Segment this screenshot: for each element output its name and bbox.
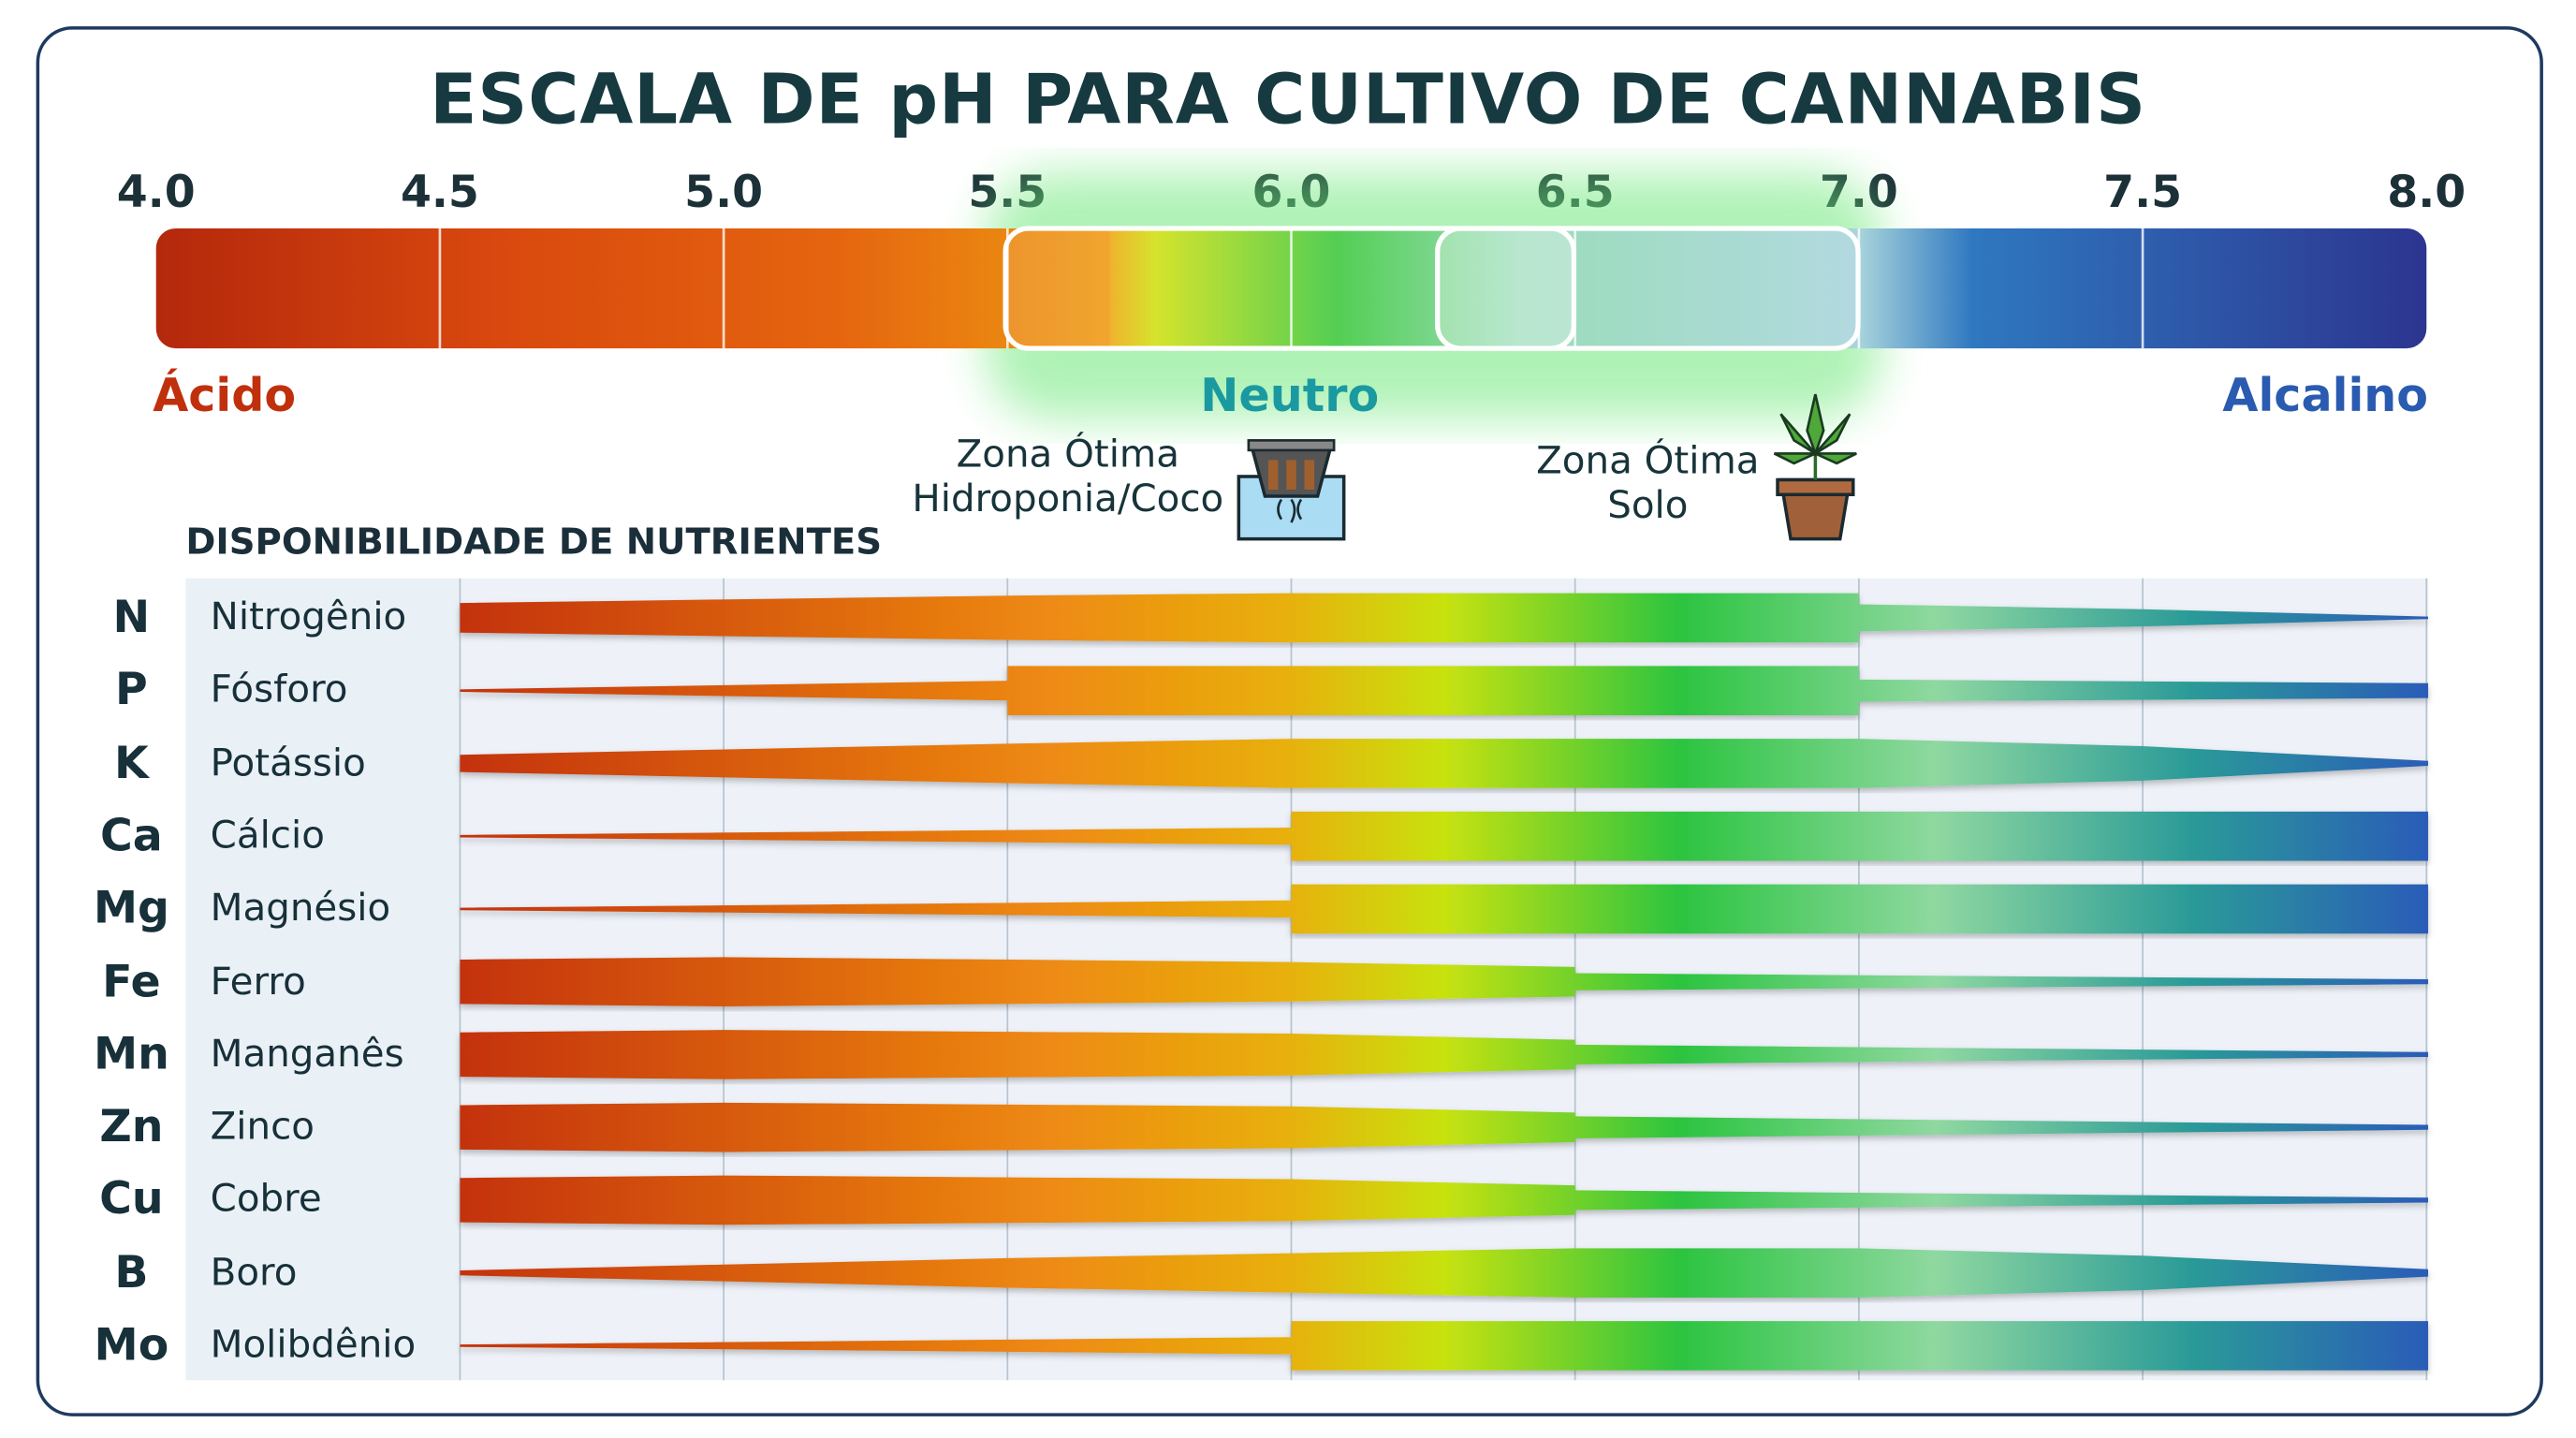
- nutrient-band-k: [460, 739, 2429, 788]
- nutrient-name: Magnésio: [210, 888, 391, 931]
- nutrient-symbol: Zn: [99, 1101, 164, 1153]
- hydro-zone-label: Zona Ótima Hidroponia/Coco: [903, 433, 1232, 522]
- nutrient-symbol: Cu: [99, 1174, 164, 1226]
- nutrient-band-mo: [460, 1321, 2429, 1371]
- section-title: DISPONIBILIDADE DE NUTRIENTES: [185, 522, 883, 564]
- nutrient-band-mn: [460, 1030, 2429, 1079]
- hydro-zone-line2: Hidroponia/Coco: [912, 477, 1224, 521]
- soil-zone-line2: Solo: [1607, 484, 1689, 528]
- nutrient-symbol: K: [114, 738, 149, 789]
- nutrient-band-n: [460, 593, 2429, 643]
- acid-label: Ácido: [153, 368, 297, 423]
- overlap-zone-box: [1435, 226, 1577, 351]
- nutrient-name: Ferro: [210, 960, 306, 1004]
- nutrient-name: Zinco: [210, 1106, 315, 1149]
- tick-label: 4.5: [400, 168, 479, 219]
- nutrient-band-p: [460, 666, 2429, 715]
- nutrient-symbol: Mg: [93, 883, 169, 935]
- label-panel: [185, 578, 461, 1381]
- tick-label: 7.5: [2103, 168, 2183, 219]
- nutrient-band-b: [460, 1248, 2429, 1299]
- nutrient-name: Molibdênio: [210, 1324, 417, 1368]
- soil-zone-label: Zona Ótima Solo: [1525, 440, 1771, 529]
- nutrient-name: Boro: [210, 1251, 298, 1295]
- nutrient-name: Potássio: [210, 741, 366, 785]
- nutrient-symbol: B: [114, 1247, 149, 1299]
- nutrient-symbol: Mo: [94, 1320, 169, 1372]
- soil-zone-line1: Zona Ótima: [1536, 440, 1760, 483]
- nutrient-name: Fósforo: [210, 668, 348, 712]
- chart-title: ESCALA DE pH PARA CULTIVO DE CANNABIS: [430, 59, 2146, 140]
- nutrient-band-mg: [460, 884, 2429, 934]
- hydro-zone-line1: Zona Ótima: [956, 433, 1179, 477]
- nutrient-symbol: Mn: [93, 1029, 169, 1080]
- nutrient-band-fe: [460, 957, 2429, 1006]
- potted-cannabis-plant-icon: [1773, 393, 1857, 541]
- nutrient-symbol: P: [115, 665, 148, 716]
- nutrient-symbol: Fe: [102, 956, 161, 1007]
- nutrient-symbol: N: [112, 592, 151, 644]
- tick-label: 4.0: [116, 168, 196, 219]
- tick-label: 8.0: [2387, 168, 2466, 219]
- nutrient-band-ca: [460, 811, 2429, 861]
- tick-label: 5.0: [684, 168, 764, 219]
- hydroponic-net-pot-icon: [1237, 439, 1346, 541]
- nutrient-band-zn: [460, 1102, 2429, 1152]
- nutrient-band-cu: [460, 1175, 2429, 1225]
- nutrient-name: Manganês: [210, 1033, 404, 1077]
- nutrient-name: Nitrogênio: [210, 596, 407, 639]
- neutral-label: Neutro: [1200, 368, 1380, 423]
- nutrient-symbol: Ca: [100, 810, 163, 862]
- optimal-zone-box: [1003, 226, 1861, 351]
- nutrient-name: Cobre: [210, 1179, 322, 1222]
- alkaline-label: Alcalino: [2222, 368, 2429, 423]
- nutrient-name: Cálcio: [210, 814, 325, 858]
